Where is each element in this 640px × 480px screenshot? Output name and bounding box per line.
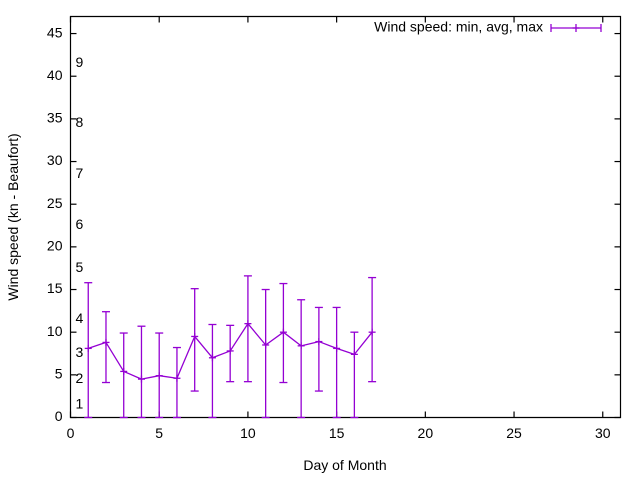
- errorbar: [314, 306, 323, 392]
- y-tick-label: 20: [47, 238, 63, 254]
- beaufort-label: 1: [76, 395, 84, 411]
- y-tick-label: 10: [47, 323, 63, 339]
- errorbar: [101, 311, 110, 384]
- errorbar: [297, 299, 306, 419]
- beaufort-label: 5: [76, 259, 84, 275]
- x-axis-title: Day of Month: [303, 457, 386, 473]
- beaufort-label: 9: [76, 54, 84, 70]
- x-tick-label: 30: [595, 425, 611, 441]
- beaufort-label: 3: [76, 344, 84, 360]
- y-tick-label: 15: [47, 280, 63, 296]
- errorbar: [243, 275, 252, 383]
- data-point-marker: [244, 320, 252, 328]
- data-point-marker: [279, 328, 287, 336]
- y-tick-label: 35: [47, 110, 63, 126]
- x-tick-label: 10: [240, 425, 256, 441]
- y-tick-label: 0: [55, 408, 63, 424]
- y-tick-label: 30: [47, 152, 63, 168]
- data-point-marker: [173, 374, 181, 382]
- beaufort-label: 2: [76, 370, 84, 386]
- data-point-marker: [297, 342, 305, 350]
- plot-border: [69, 15, 622, 419]
- beaufort-label: 7: [76, 165, 84, 181]
- y-tick-label: 5: [55, 366, 63, 382]
- y-axis-title: Wind speed (kn - Beaufort): [5, 133, 21, 300]
- legend-label: Wind speed: min, avg, max: [374, 19, 543, 35]
- data-point-marker: [262, 341, 270, 349]
- beaufort-label: 4: [76, 310, 84, 326]
- data-point-marker: [120, 367, 128, 375]
- x-tick-label: 0: [67, 425, 75, 441]
- errorbar: [332, 306, 341, 419]
- data-point-marker: [315, 338, 323, 346]
- errorbar: [172, 346, 181, 419]
- errorbar: [261, 288, 270, 419]
- data-point-marker: [208, 354, 216, 362]
- y-tick-label: 25: [47, 195, 63, 211]
- data-point-marker: [226, 347, 234, 355]
- data-point-marker: [102, 338, 110, 346]
- legend-errorbar-sample: [550, 24, 602, 32]
- data-point-marker: [137, 375, 145, 383]
- errorbar: [119, 332, 128, 419]
- data-point-marker: [84, 344, 92, 352]
- y-tick-label: 40: [47, 67, 63, 83]
- beaufort-label: 6: [76, 216, 84, 232]
- data-point-marker: [333, 344, 341, 352]
- x-tick-label: 20: [418, 425, 434, 441]
- data-point-marker: [191, 332, 199, 340]
- errorbar: [350, 331, 359, 419]
- data-point-marker: [368, 328, 376, 336]
- chart-legend: Wind speed: min, avg, max: [374, 19, 602, 35]
- errorbar: [137, 325, 146, 419]
- x-tick-label: 15: [329, 425, 345, 441]
- errorbar: [208, 323, 217, 419]
- beaufort-scale-labels: 1 2 3 4 5 6 7 8 9: [76, 54, 84, 411]
- y-tick-label: 45: [47, 24, 63, 40]
- data-point-marker: [350, 350, 358, 358]
- data-point-marker: [155, 372, 163, 380]
- data-series-group: [84, 275, 377, 419]
- x-tick-label: 25: [506, 425, 522, 441]
- x-tick-label: 5: [155, 425, 163, 441]
- beaufort-label: 8: [76, 114, 84, 130]
